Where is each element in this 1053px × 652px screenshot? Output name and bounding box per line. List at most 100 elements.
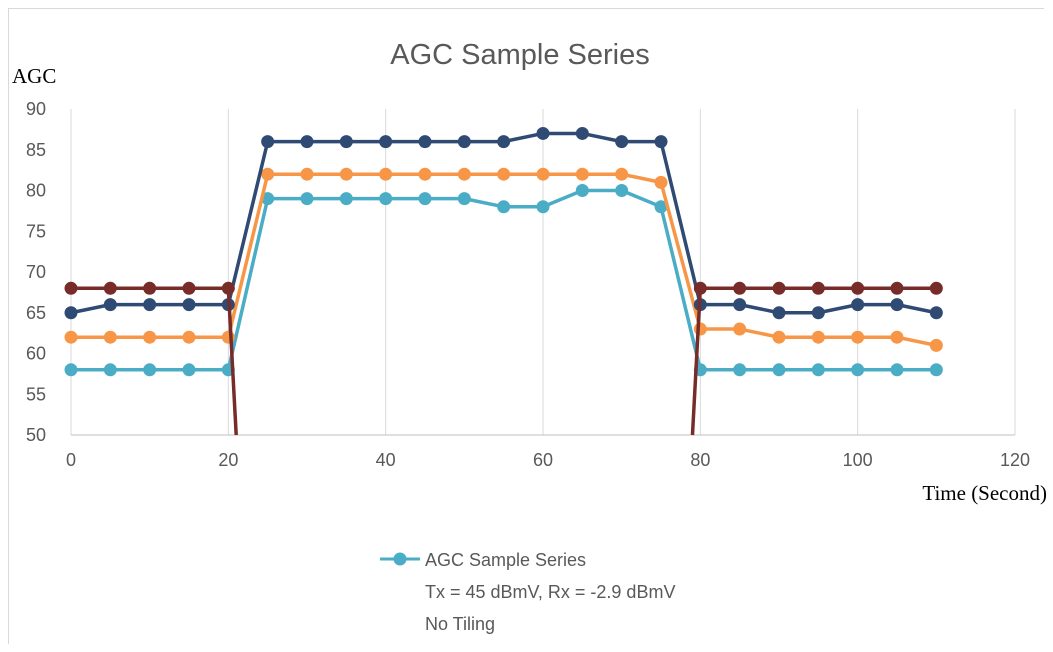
data-point [890,363,904,377]
data-point [536,167,550,181]
data-point [418,135,432,149]
data-point [693,322,707,336]
data-point [418,167,432,181]
series-line [71,188,937,372]
y-tick-label: 50 [26,425,46,445]
data-point [103,298,117,312]
data-point [733,281,747,295]
data-point [536,200,550,214]
data-point [536,126,550,140]
data-point [339,135,353,149]
grid [70,109,1016,435]
data-point [851,363,865,377]
data-point [497,200,511,214]
data-point [575,184,589,197]
data-point [654,135,668,149]
data-point [379,192,393,206]
series-1 [64,184,943,377]
data-point [182,298,196,312]
data-point [654,175,668,189]
data-point [929,306,943,320]
x-tick-label: 20 [218,450,238,470]
series-line [71,286,238,436]
data-point [182,363,196,377]
data-point [772,281,786,295]
data-point [929,363,943,377]
y-tick-label: 90 [26,99,46,119]
data-point [143,363,157,377]
data-point [261,135,275,149]
data-point [733,363,747,377]
series-4 [64,281,943,436]
data-point [261,167,275,181]
x-axis-label: Time (Second) [922,481,1047,505]
data-point [103,330,117,344]
data-point [103,281,117,295]
data-point [615,167,629,181]
series-line [71,172,937,348]
data-point [261,192,275,206]
x-tick-label: 100 [843,450,873,470]
x-tick-label: 80 [690,450,710,470]
data-point [811,330,825,344]
y-tick-label: 85 [26,140,46,160]
data-point [693,281,707,295]
series-line [70,131,937,315]
data-point [379,167,393,181]
data-point [772,330,786,344]
y-tick-label: 65 [26,303,46,323]
data-point [811,281,825,295]
data-point [851,330,865,344]
data-point [497,135,511,149]
data-point [890,330,904,344]
data-point [772,363,786,377]
data-point [890,298,904,312]
data-point [851,281,865,295]
y-axis-label: AGC [12,64,56,88]
data-point [654,200,668,214]
data-point [615,184,629,197]
data-point [929,281,943,295]
data-point [575,126,589,140]
legend-line-2: Tx = 45 dBmV, Rx = -2.9 dBmV [425,582,675,602]
data-point [64,306,78,320]
data-point [143,298,157,312]
data-point [733,298,747,312]
data-point [182,330,196,344]
legend-line-3: No Tiling [425,614,495,634]
data-point [300,192,314,206]
series-2 [64,167,943,352]
data-point [143,330,157,344]
axes: 0 20 40 60 80 100 120 50 55 60 65 70 75 80 85 90 [26,99,1030,470]
data-point [733,322,747,336]
data-point [929,338,943,352]
data-point [300,135,314,149]
data-point [64,363,78,377]
series-layer [64,126,943,436]
data-point [300,167,314,181]
legend-marker [393,552,407,566]
chart-title: AGC Sample Series [390,39,650,71]
data-point [457,192,471,206]
data-point [457,167,471,181]
data-point [457,135,471,149]
data-point [339,192,353,206]
x-tick-label: 0 [66,450,76,470]
data-point [143,281,157,295]
data-point [890,281,904,295]
data-point [339,167,353,181]
series-3 [64,126,943,320]
data-point [103,363,117,377]
data-point [811,363,825,377]
x-tick-label: 60 [533,450,553,470]
y-tick-label: 70 [26,262,46,282]
x-tick-label: 120 [1000,450,1030,470]
y-tick-label: 60 [26,344,46,364]
data-point [379,135,393,149]
data-point [64,330,78,344]
y-tick-label: 55 [26,384,46,404]
data-point [811,306,825,320]
data-point [772,306,786,320]
legend-line-1: AGC Sample Series [425,550,586,570]
